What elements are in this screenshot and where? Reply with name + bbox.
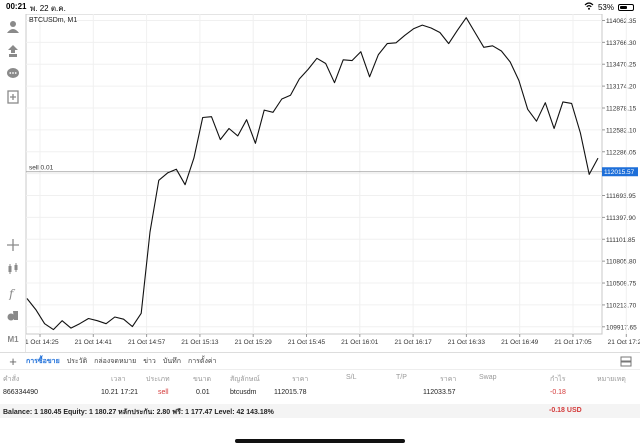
x-tick-label: 21 Oct 16:01 — [341, 339, 379, 346]
chart-canvas[interactable]: 114062.35 113766.30 113470.25 113174.20 1128… — [26, 14, 640, 352]
header-profit: กำไร — [550, 376, 566, 383]
battery-label: 53% — [597, 2, 614, 12]
current-price-label: 112015.57 — [604, 169, 635, 176]
trade-icon[interactable] — [3, 42, 23, 60]
y-tick-label: 110805.80 — [606, 259, 637, 266]
tab-history[interactable]: ประวัติ — [66, 357, 88, 365]
crosshair-icon[interactable] — [3, 236, 23, 254]
status-date: พ. 22 ต.ค. — [30, 4, 66, 13]
x-tick-label: 21 Oct 16:17 — [394, 339, 432, 346]
header-order: คำสั่ง — [3, 376, 20, 383]
terminal-tabs: + การซื้อขาย ประวัติ กล่องจดหมาย ข่าว บั… — [0, 352, 640, 370]
y-tick-label: 113470.25 — [606, 62, 637, 69]
y-tick-label: 110509.75 — [606, 281, 637, 288]
order-type: sell — [158, 389, 169, 396]
chart-symbol-label: BTCUSDm, M1 — [29, 17, 78, 24]
chart-toolbar: f M1 — [0, 14, 26, 352]
current-price-marker — [602, 167, 638, 177]
new-order-icon[interactable] — [3, 88, 23, 106]
y-tick-label: 113174.20 — [606, 84, 637, 91]
table-row[interactable]: 866334490 10.21 17:21 sell 0.01 btcusdm … — [0, 387, 640, 399]
position-label: sell 0.01 — [29, 165, 54, 172]
header-time: เวลา — [111, 376, 126, 383]
orders-table-header: คำสั่ง เวลา ประเภท ขนาด สัญลักษณ์ ราคา S… — [0, 372, 640, 384]
y-tick-label: 112878.15 — [606, 105, 637, 112]
battery-fill — [620, 5, 627, 9]
y-tick-label: 109917.65 — [606, 324, 637, 331]
balance-summary: Balance: 1 180.45 Equity: 1 180.27 หลักป… — [3, 409, 274, 416]
header-tp: T/P — [396, 374, 407, 381]
timeframe-button[interactable]: M1 — [7, 334, 19, 344]
tab-news[interactable]: ข่าว — [143, 357, 156, 365]
tab-settings[interactable]: การตั้งค่า — [187, 357, 217, 365]
tab-trade[interactable]: การซื้อขาย — [26, 357, 60, 365]
status-bar: 00:21 พ. 22 ต.ค. 53% — [0, 0, 640, 14]
expand-panel-icon[interactable] — [620, 356, 632, 369]
home-indicator — [235, 439, 405, 443]
objects-icon[interactable] — [3, 307, 23, 325]
x-tick-label: 21 Oct 17:21 — [608, 339, 640, 346]
order-current-price: 112033.57 — [423, 389, 456, 396]
y-tick-label: 113766.30 — [606, 40, 637, 47]
x-tick-label: 21 Oct 14:25 — [26, 339, 59, 346]
status-right: 53% — [584, 2, 634, 12]
account-summary: Balance: 1 180.45 Equity: 1 180.27 หลักป… — [0, 404, 640, 418]
indicator-icon[interactable]: f — [3, 284, 23, 302]
total-profit: -0.18 USD — [549, 407, 582, 414]
header-open-price: ราคา — [292, 376, 309, 383]
wifi-icon — [584, 2, 594, 12]
x-tick-label: 21 Oct 14:57 — [128, 339, 166, 346]
header-symbol: สัญลักษณ์ — [230, 376, 260, 383]
header-sl: S/L — [346, 374, 357, 381]
y-tick-label: 112582.10 — [606, 127, 637, 134]
x-tick-label: 21 Oct 17:05 — [554, 339, 592, 346]
header-type: ประเภท — [146, 376, 170, 383]
y-tick-label: 112286.05 — [606, 149, 637, 156]
x-tick-label: 21 Oct 16:49 — [501, 339, 539, 346]
order-time: 10.21 17:21 — [101, 389, 138, 396]
y-tick-label: 111101.85 — [606, 237, 636, 244]
add-icon[interactable]: + — [9, 353, 17, 369]
svg-text:f: f — [8, 287, 16, 300]
header-current-price: ราคา — [440, 376, 457, 383]
status-time: 00:21 — [6, 2, 27, 11]
x-tick-label: 21 Oct 14:41 — [75, 339, 113, 346]
order-open-price: 112015.78 — [274, 389, 307, 396]
x-tick-label: 21 Oct 15:29 — [235, 339, 273, 346]
battery-icon — [618, 3, 634, 11]
price-chart[interactable]: 114062.35 113766.30 113470.25 113174.20 1128… — [26, 14, 640, 352]
price-line — [26, 17, 599, 331]
y-tick-label: 114062.35 — [606, 18, 637, 25]
y-tick-label: 111693.95 — [606, 193, 636, 200]
chat-icon[interactable] — [3, 65, 23, 83]
x-tick-label: 21 Oct 15:45 — [288, 339, 326, 346]
x-tick-label: 21 Oct 16:33 — [448, 339, 486, 346]
order-size: 0.01 — [196, 389, 210, 396]
y-tick-label: 110213.70 — [606, 302, 637, 309]
order-id: 866334490 — [3, 389, 39, 396]
y-tick-label: 111397.90 — [606, 215, 636, 222]
header-size: ขนาด — [193, 376, 212, 383]
header-swap: Swap — [479, 374, 497, 381]
candles-icon[interactable] — [3, 260, 23, 278]
order-profit: -0.18 — [550, 389, 566, 396]
header-comment: หมายเหตุ — [597, 376, 626, 383]
order-symbol: btcusdm — [230, 389, 257, 396]
x-tick-label: 21 Oct 15:13 — [181, 339, 219, 346]
tab-mailbox[interactable]: กล่องจดหมาย — [94, 357, 137, 365]
tab-journal[interactable]: บันทึก — [162, 357, 181, 365]
account-icon[interactable] — [3, 18, 23, 36]
